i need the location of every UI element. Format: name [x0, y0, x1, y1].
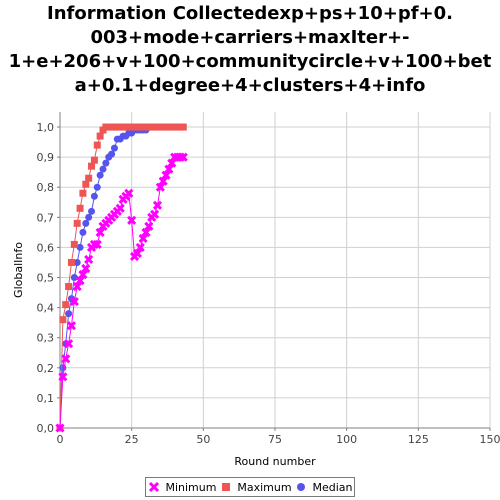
data-point-median: [97, 172, 104, 179]
data-point-maximum: [180, 124, 187, 131]
y-tick-label: 0,9: [37, 151, 55, 164]
circle-marker-icon: [294, 481, 308, 493]
data-point-maximum: [82, 181, 89, 188]
legend-item-maximum: Maximum: [219, 481, 291, 494]
data-point-median: [108, 151, 115, 158]
data-point-median: [94, 184, 101, 191]
data-point-median: [91, 193, 98, 200]
data-point-median: [65, 310, 72, 317]
x-marker-icon: [147, 481, 161, 493]
y-axis-label: GlobalInfo: [12, 242, 25, 298]
legend-item-median: Median: [294, 481, 352, 494]
data-point-maximum: [65, 283, 72, 290]
data-point-maximum: [74, 220, 81, 227]
x-tick-label: 125: [408, 433, 429, 446]
data-point-maximum: [97, 133, 104, 140]
y-tick-label: 0,5: [37, 272, 55, 285]
data-point-maximum: [88, 163, 95, 170]
data-point-median: [88, 208, 95, 215]
data-point-median: [85, 214, 92, 221]
legend-label: Maximum: [237, 481, 291, 494]
y-tick-label: 0,4: [37, 302, 55, 315]
data-point-median: [59, 364, 66, 371]
x-tick-label: 75: [268, 433, 282, 446]
data-point-median: [102, 160, 109, 167]
legend-item-minimum: Minimum: [147, 481, 216, 494]
data-point-maximum: [71, 241, 78, 248]
x-tick-label: 0: [57, 433, 64, 446]
data-point-median: [82, 220, 89, 227]
x-tick-label: 50: [196, 433, 210, 446]
x-axis-label: Round number: [234, 455, 316, 468]
data-point-maximum: [94, 142, 101, 149]
data-point-median: [111, 145, 118, 152]
x-tick-label: 100: [336, 433, 357, 446]
y-tick-label: 0,3: [37, 332, 55, 345]
legend-label: Minimum: [165, 481, 216, 494]
y-tick-label: 1,0: [37, 121, 55, 134]
y-tick-label: 0,6: [37, 241, 55, 254]
y-tick-label: 0,1: [37, 392, 55, 405]
y-tick-label: 0,8: [37, 181, 55, 194]
data-point-maximum: [77, 205, 84, 212]
legend-label: Median: [312, 481, 352, 494]
data-point-maximum: [91, 157, 98, 164]
data-point-maximum: [62, 301, 69, 308]
data-point-median: [79, 229, 86, 236]
square-marker-icon: [219, 481, 233, 493]
x-tick-label: 25: [125, 433, 139, 446]
y-tick-label: 0,0: [37, 422, 55, 435]
data-point-maximum: [59, 316, 66, 323]
y-tick-label: 0,7: [37, 211, 55, 224]
data-point-maximum: [85, 175, 92, 182]
legend: Minimum Maximum Median: [145, 477, 355, 497]
x-tick-label: 150: [480, 433, 500, 446]
data-point-maximum: [68, 259, 75, 266]
data-point-maximum: [79, 190, 86, 197]
y-tick-label: 0,2: [37, 362, 55, 375]
data-point-median: [100, 166, 107, 173]
